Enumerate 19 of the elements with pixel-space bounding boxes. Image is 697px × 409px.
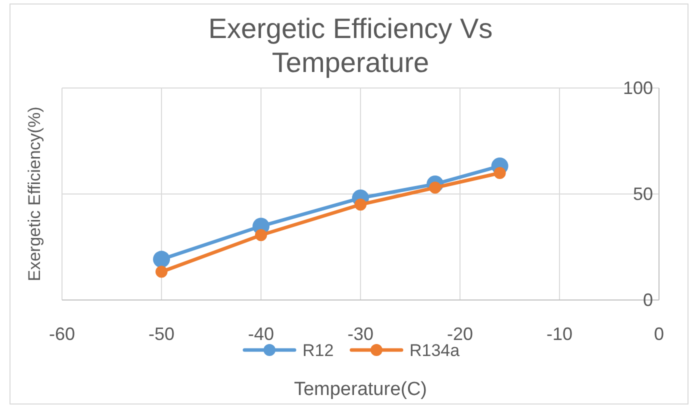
point [354, 198, 366, 211]
point [494, 167, 506, 180]
legend-label: R134a [410, 341, 460, 360]
x-tick-label: -60 [48, 324, 76, 344]
y-tick-label: 0 [642, 290, 653, 310]
x-tick-label: -30 [347, 324, 374, 344]
y-tick-label: 100 [622, 78, 653, 98]
x-tick-label: -40 [248, 324, 274, 344]
x-tick-label: -50 [148, 324, 175, 344]
x-tick-label: -20 [446, 324, 474, 344]
y-axis-title: Exergetic Efficiency(%) [25, 106, 44, 282]
y-tick-label: 50 [632, 184, 653, 204]
legend-label: R12 [302, 341, 334, 360]
x-tick-label: -10 [546, 324, 573, 344]
point [255, 229, 267, 242]
x-axis-title: Temperature(C) [294, 379, 428, 400]
chart-title: Exergetic Efficiency Vs Temperature [208, 13, 493, 78]
point [156, 266, 168, 278]
point [153, 250, 170, 268]
